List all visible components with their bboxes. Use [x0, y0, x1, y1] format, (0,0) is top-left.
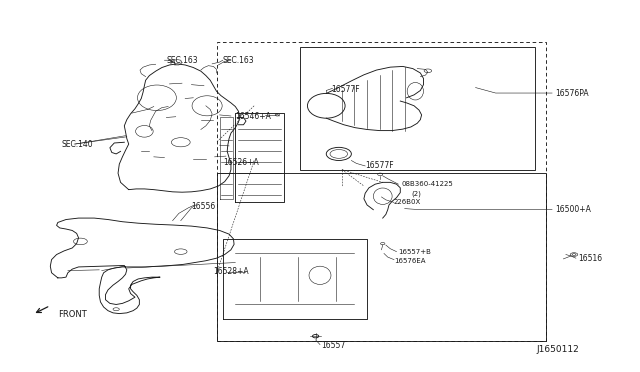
Text: 16576EA: 16576EA — [394, 258, 426, 264]
Bar — [216, 42, 546, 341]
Text: SEC.163: SEC.163 — [166, 56, 198, 65]
Text: 16546+A: 16546+A — [236, 112, 271, 121]
Text: J1650112: J1650112 — [536, 346, 579, 355]
Text: 08B360-41225: 08B360-41225 — [401, 181, 453, 187]
Text: 16576PA: 16576PA — [556, 89, 589, 97]
Text: (2): (2) — [411, 190, 421, 196]
Text: 16577F: 16577F — [332, 85, 360, 94]
Text: 16557+B: 16557+B — [398, 248, 431, 254]
Text: 16500+A: 16500+A — [556, 205, 591, 214]
Text: 226B0X: 226B0X — [394, 199, 421, 205]
Bar — [216, 173, 546, 341]
Text: SEC.163: SEC.163 — [223, 56, 255, 65]
Text: SEC.140: SEC.140 — [61, 140, 93, 148]
Text: 16577F: 16577F — [365, 161, 394, 170]
Text: FRONT: FRONT — [58, 310, 86, 319]
Text: 16557: 16557 — [321, 341, 346, 350]
Text: 16526+A: 16526+A — [223, 158, 259, 167]
Text: 16516: 16516 — [579, 254, 602, 263]
Text: 16556: 16556 — [191, 202, 216, 211]
Text: 16528+A: 16528+A — [213, 267, 249, 276]
Bar — [300, 48, 535, 170]
